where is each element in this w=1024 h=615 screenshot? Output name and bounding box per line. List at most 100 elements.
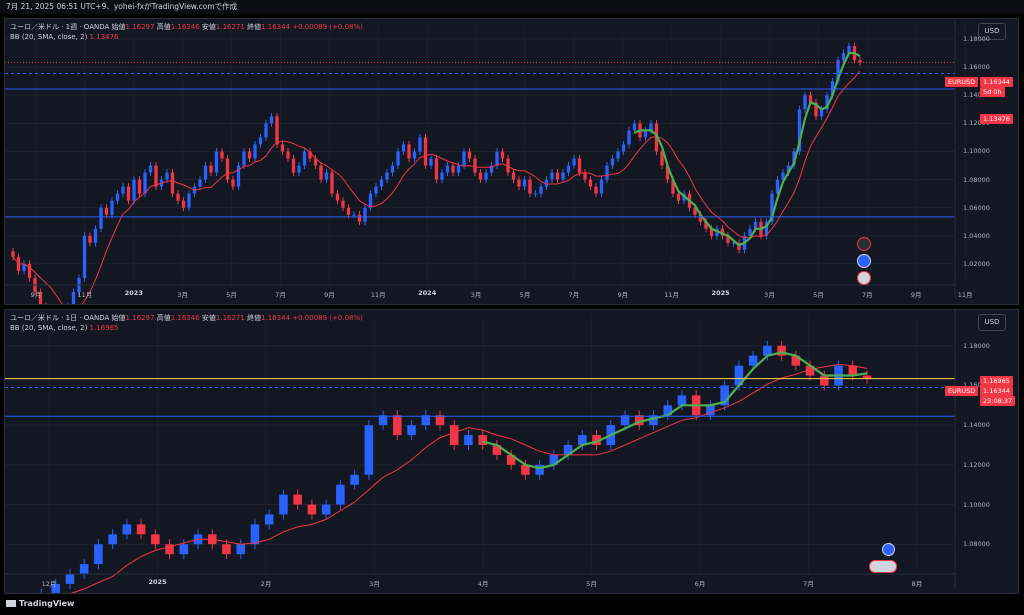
candle-body (319, 165, 323, 180)
candle-body (561, 172, 565, 180)
candle-body (841, 53, 846, 61)
candle-body (583, 172, 587, 180)
candle-body (313, 158, 318, 166)
candle-body (555, 172, 560, 180)
time-tick-label: 4月 (477, 580, 489, 588)
daily-price-chart[interactable] (5, 310, 1018, 593)
candle-body (154, 165, 158, 187)
candle-body (264, 123, 268, 138)
time-tick-label: 9月 (324, 291, 335, 299)
time-tick-label: 11月 (77, 291, 93, 299)
price-tick-label: 1.12000 (963, 119, 990, 128)
candle-body (550, 172, 554, 180)
price-tick-label: 1.06000 (963, 203, 990, 212)
bb-value: 1.16965 (89, 324, 119, 332)
candle-body (704, 221, 708, 229)
candle-body (858, 60, 862, 63)
candle-body (665, 165, 670, 180)
time-tick-label: 2025 (711, 289, 730, 297)
candle-body (539, 186, 543, 194)
price-tag: 1.16344 (980, 386, 1013, 396)
time-tick-label: 2023 (124, 289, 143, 297)
candle-body (341, 200, 345, 208)
time-tick-label: 6月 (694, 580, 706, 588)
candle-body (324, 172, 329, 180)
candle-body (203, 165, 208, 180)
candle-body (734, 365, 744, 386)
candle-body (368, 193, 373, 208)
close-value: 1.16344 (261, 23, 291, 31)
symbol-tag: EURUSD (945, 386, 979, 396)
candle-body (88, 235, 92, 243)
candle-body (836, 60, 840, 82)
weekly-chart-panel[interactable]: ユーロ／米ドル · 1週 · OANDA 始値1.16297 高値1.16346… (4, 18, 1019, 305)
candle-body (862, 375, 872, 379)
candle-body (418, 137, 422, 152)
flag-event-icon[interactable] (857, 271, 871, 285)
candle-body (791, 355, 801, 366)
earnings-event-icon[interactable] (857, 254, 871, 268)
candle-body (848, 365, 858, 376)
candle-body (346, 207, 351, 215)
trend-line (482, 351, 868, 470)
candle-body (363, 207, 367, 222)
candle-body (38, 292, 43, 304)
candle-body (350, 474, 359, 485)
candle-body (594, 186, 598, 194)
candle-body (297, 165, 301, 173)
candle-body (731, 242, 736, 244)
time-tick-label: 5月 (586, 580, 597, 588)
candle-body (599, 179, 604, 194)
time-tick-label: 11月 (664, 291, 680, 299)
flag-event-icon[interactable] (869, 560, 897, 573)
candle-body (165, 544, 174, 555)
flash-event-icon[interactable] (857, 237, 871, 251)
weekly-legend: ユーロ／米ドル · 1週 · OANDA 始値1.16297 高値1.16346… (10, 23, 363, 41)
candle-body (280, 144, 285, 152)
daily-chart-panel[interactable]: ユーロ／米ドル · 1日 · OANDA 始値1.16297 高値1.16346… (4, 309, 1019, 594)
currency-button[interactable]: USD (978, 23, 1006, 40)
currency-button[interactable]: USD (978, 314, 1006, 331)
candle-body (803, 95, 807, 110)
time-tick-label: 7月 (275, 291, 286, 299)
change-value: +0.00089 (+0.08%) (292, 23, 363, 31)
candle-body (506, 158, 510, 173)
candle-body (126, 186, 131, 201)
candle-body (521, 464, 530, 475)
candle-body (649, 415, 658, 426)
time-tick-label: 11月 (370, 291, 386, 299)
time-tick-label: 3月 (177, 291, 189, 299)
earnings-event-icon[interactable] (882, 543, 895, 556)
candle-body (330, 172, 334, 194)
candle-body (220, 151, 224, 159)
candle-body (748, 355, 758, 366)
candle-body (517, 179, 521, 187)
candle-body (258, 137, 263, 145)
symbol-title: ユーロ／米ドル · 1週 · OANDA (10, 23, 110, 31)
candle-body (781, 172, 785, 180)
candle-body (577, 158, 582, 173)
time-tick-label: 3月 (764, 291, 775, 299)
time-tick-label: 2月 (260, 580, 272, 588)
candle-body (462, 151, 466, 166)
candle-body (79, 564, 89, 574)
candle-body (677, 395, 687, 406)
chart-header: 7月 21, 2025 06:51 UTC+9、yohei-fxがTrading… (0, 0, 1024, 14)
candle-body (632, 123, 637, 131)
weekly-price-chart[interactable] (5, 19, 1018, 304)
candle-body (108, 534, 117, 545)
tradingview-logo[interactable]: TradingView (6, 597, 74, 611)
candle-body (634, 415, 644, 426)
candle-body (165, 172, 169, 180)
candle-body (179, 544, 189, 555)
high-value: 1.16346 (170, 23, 200, 31)
candle-body (709, 228, 714, 236)
time-tick-label: 7月 (568, 291, 580, 299)
candle-body (364, 425, 374, 475)
candle-body (122, 524, 132, 535)
price-tick-label: 1.14000 (963, 91, 990, 100)
price-tick-label: 1.12000 (963, 460, 990, 469)
time-tick-label: 2024 (418, 289, 437, 297)
symbol-tag: EURUSD (945, 77, 979, 87)
candle-body (209, 165, 213, 173)
